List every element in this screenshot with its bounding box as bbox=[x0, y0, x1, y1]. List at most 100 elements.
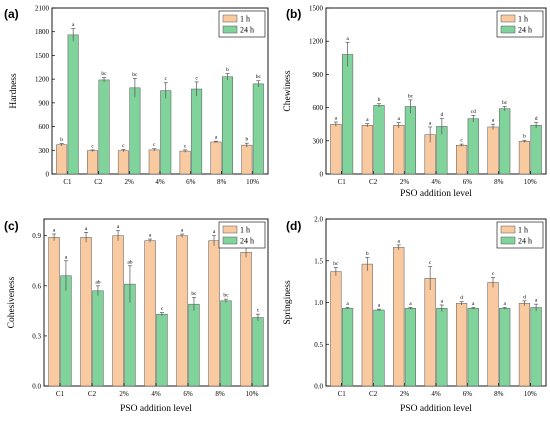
bar-24h bbox=[156, 313, 168, 387]
x-tick-label: 8% bbox=[494, 178, 504, 186]
bar-1h bbox=[518, 141, 531, 175]
significance-label: d bbox=[535, 116, 538, 122]
x-axis-title: PSO addition level bbox=[120, 404, 192, 414]
bar-24h bbox=[499, 108, 511, 175]
bar-24h bbox=[129, 87, 141, 175]
significance-label: d bbox=[460, 295, 463, 301]
x-tick-label: 2% bbox=[400, 390, 410, 398]
y-tick-label: 0.0 bbox=[32, 383, 41, 391]
y-tick-label: 300 bbox=[313, 137, 324, 145]
bar-24h bbox=[98, 79, 110, 175]
legend-label: 1 h bbox=[518, 15, 528, 24]
x-tick-label: C2 bbox=[88, 390, 97, 398]
significance-label: a bbox=[85, 226, 88, 232]
x-tick-label: 4% bbox=[155, 178, 165, 186]
bar-24h bbox=[60, 275, 72, 387]
x-axis-title: PSO addition level bbox=[400, 404, 472, 414]
bar-24h bbox=[92, 290, 104, 387]
significance-label: a bbox=[215, 135, 218, 141]
legend-swatch-24h bbox=[500, 25, 516, 34]
significance-label: bc bbox=[408, 93, 414, 99]
bar-24h bbox=[373, 309, 385, 387]
significance-label: c bbox=[257, 308, 260, 314]
x-tick-label: C1 bbox=[56, 390, 65, 398]
x-tick-label: 10% bbox=[524, 178, 537, 186]
y-axis-title: Cohesiveness bbox=[7, 276, 17, 328]
bar-1h bbox=[117, 150, 129, 175]
x-tick-label: 4% bbox=[431, 390, 441, 398]
bar-24h bbox=[341, 54, 354, 175]
legend-label: 1 h bbox=[240, 15, 250, 24]
x-tick-label: 6% bbox=[183, 390, 193, 398]
bar-1h bbox=[210, 141, 222, 175]
bar-1h bbox=[455, 303, 468, 387]
bar-24h bbox=[221, 76, 233, 175]
significance-label: b bbox=[378, 97, 381, 103]
bar-1h bbox=[56, 144, 68, 175]
significance-label: a bbox=[117, 224, 120, 230]
legend-swatch-1h bbox=[500, 225, 516, 234]
x-tick-label: 2% bbox=[400, 178, 410, 186]
legend-label: 24 h bbox=[240, 26, 254, 35]
y-tick-label: 1.5 bbox=[314, 257, 323, 265]
y-tick-label: 2100 bbox=[35, 5, 50, 13]
bar-1h bbox=[330, 271, 342, 387]
bar-1h bbox=[208, 240, 220, 387]
significance-label: bc bbox=[333, 261, 339, 267]
chart-panel-3: 0.0 0.3 0.6 0.9 Cohesiveness C1 C2 2% 4% 6% 8% 10% P… bbox=[4, 218, 269, 414]
bar-1h bbox=[361, 125, 373, 175]
bar-1h bbox=[361, 263, 373, 387]
significance-label: a bbox=[492, 118, 495, 124]
legend: 1 h 24 h bbox=[218, 221, 266, 249]
significance-label: d bbox=[440, 112, 443, 118]
significance-label: ab bbox=[127, 259, 132, 265]
significance-label: c bbox=[195, 75, 198, 81]
legend-swatch-24h bbox=[500, 236, 516, 245]
significance-label: a bbox=[472, 301, 475, 307]
significance-label: a bbox=[378, 303, 381, 309]
x-tick-label: 10% bbox=[246, 178, 259, 186]
x-tick-label: 6% bbox=[463, 390, 473, 398]
legend-label: 24 h bbox=[240, 237, 254, 246]
x-tick-label: 10% bbox=[524, 390, 537, 398]
bar-24h bbox=[191, 88, 203, 175]
significance-label: a bbox=[72, 22, 75, 28]
x-tick-label: 8% bbox=[215, 390, 225, 398]
chart-panel-1: 0 300 600 900 1200 1500 1800 2100 Hardness C1 C2 2%… bbox=[4, 5, 269, 186]
significance-label: ab bbox=[95, 279, 100, 285]
x-tick-label: 4% bbox=[151, 390, 161, 398]
y-tick-label: 900 bbox=[39, 99, 50, 107]
bar-24h bbox=[404, 106, 417, 175]
significance-label: bc bbox=[132, 72, 138, 78]
bar-1h bbox=[455, 144, 468, 175]
y-tick-label: 2.0 bbox=[314, 216, 323, 224]
bar-24h bbox=[252, 83, 264, 175]
significance-label: c bbox=[492, 271, 495, 277]
x-tick-label: 10% bbox=[246, 390, 259, 398]
bar-1h bbox=[424, 278, 436, 387]
legend-swatch-1h bbox=[500, 14, 516, 23]
significance-label: c bbox=[429, 260, 432, 266]
significance-label: d bbox=[523, 294, 526, 300]
significance-label: a bbox=[346, 36, 349, 42]
panel-label: (a) bbox=[4, 7, 19, 21]
significance-label: a bbox=[65, 254, 68, 260]
legend-label: 1 h bbox=[518, 226, 528, 235]
legend-swatch-24h bbox=[222, 25, 238, 34]
x-tick-label: C1 bbox=[63, 178, 72, 186]
bar-1h bbox=[487, 126, 499, 175]
significance-label: a bbox=[441, 299, 444, 305]
y-tick-label: 0.9 bbox=[32, 232, 41, 240]
y-tick-label: 1500 bbox=[35, 52, 50, 60]
y-axis-title: Chewiness bbox=[283, 70, 293, 111]
significance-label: b bbox=[245, 137, 248, 143]
y-axis-title: Springiness bbox=[283, 280, 293, 325]
x-tick-label: 2% bbox=[124, 178, 134, 186]
significance-label: cd bbox=[471, 109, 476, 115]
chart-panel-2: 0 300 600 900 1200 1500 Chewiness C1 C2 2% 4% 6% 8% 1… bbox=[283, 5, 547, 199]
x-tick-label: C1 bbox=[338, 178, 347, 186]
x-axis-title: PSO addition level bbox=[400, 189, 472, 199]
significance-label: bc bbox=[502, 100, 508, 106]
significance-label: a bbox=[503, 301, 506, 307]
y-axis-title: Hardness bbox=[9, 73, 19, 109]
